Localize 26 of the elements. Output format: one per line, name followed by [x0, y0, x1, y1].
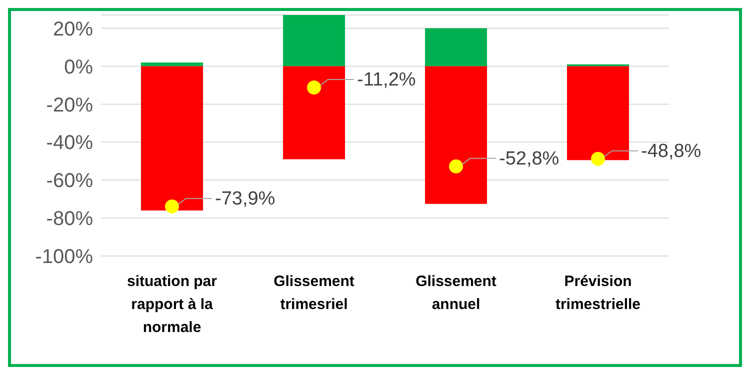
x-tick-label: situation par rapport à la normale: [126, 273, 218, 336]
x-tick-label: Prévision trimestrielle: [555, 273, 641, 313]
bar: [283, 66, 345, 160]
y-tick-label: -20%: [46, 94, 94, 116]
y-tick-label: -80%: [46, 208, 94, 230]
data-label: -73,9%: [215, 188, 276, 210]
bar: [425, 28, 487, 66]
point: [165, 199, 179, 214]
bar: [567, 66, 629, 160]
y-tick-label: -40%: [46, 132, 94, 154]
x-tick-label: Glissement annuel: [416, 273, 496, 313]
point: [307, 80, 321, 94]
bar: [283, 15, 345, 66]
y-tick-label: -60%: [46, 170, 94, 192]
bar: [141, 66, 203, 210]
x-tick-label: Glissement trimesriel: [274, 273, 354, 313]
data-label: -48,8%: [641, 140, 702, 162]
y-tick-label: 20%: [52, 18, 94, 40]
y-tick-label: -100%: [35, 246, 94, 268]
point: [449, 159, 463, 174]
y-tick-label: 0%: [64, 56, 94, 78]
data-label: -52,8%: [499, 148, 560, 170]
data-label: -11,2%: [357, 69, 416, 90]
bar: [425, 66, 487, 204]
point: [591, 152, 605, 166]
bar: [141, 62, 203, 66]
